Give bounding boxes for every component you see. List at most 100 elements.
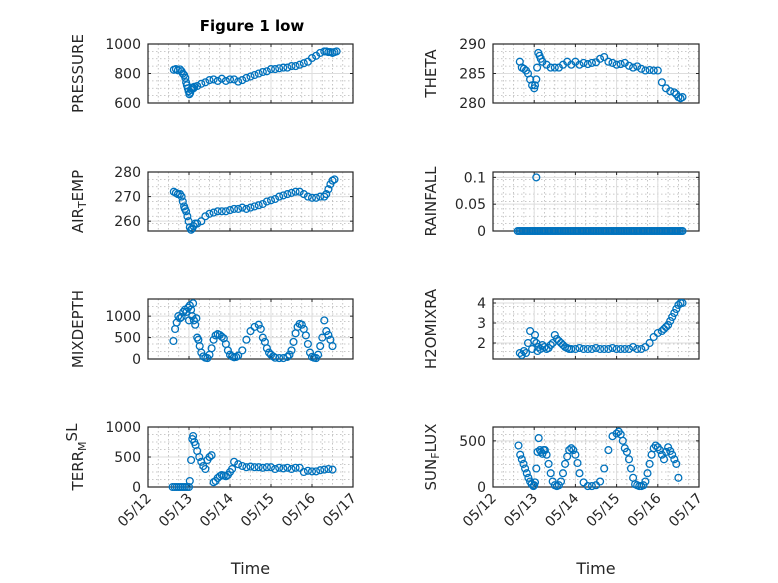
y-tick-label: 0.05 [455,197,486,213]
data-point [604,57,613,66]
x-tick-label: 05/15 [238,491,278,531]
data-point [187,455,196,465]
data-point [201,464,210,474]
data-point [575,343,584,353]
x-tick-label: 05/17 [320,491,360,531]
data-point [183,212,192,221]
data-point [217,332,226,341]
data-point [297,320,306,329]
data-point [633,344,642,354]
data-point [303,192,312,201]
data-point [624,344,634,354]
series-air_temp [169,175,339,234]
data-point [583,482,592,491]
data-point [575,60,584,69]
data-point [193,219,202,228]
axes-rainfall: 0 0.05 0.1 RAINFALL [422,166,700,240]
data-point [262,67,271,76]
data-point [299,59,308,68]
data-point [534,434,543,443]
data-point [659,324,669,334]
data-point [622,447,631,456]
data-point [657,78,666,87]
series-theta [515,48,687,103]
axes-theta: 280 285 290 THETA [422,37,700,112]
data-point [225,75,235,84]
data-point [250,202,259,211]
data-point [672,304,681,314]
data-point [616,344,625,354]
data-point [666,316,675,326]
data-point [657,326,666,336]
y-axis-label-part: SUN [422,459,440,491]
data-point [641,66,650,75]
data-point [209,335,218,344]
data-point [600,344,609,354]
data-point [637,344,646,354]
data-point [242,204,251,213]
data-point [221,76,230,85]
data-point [258,333,267,342]
data-point [620,344,629,354]
data-point [645,65,654,75]
data-point [532,75,541,84]
y-tick-label: 500 [459,434,486,450]
data-point [558,469,568,478]
data-point [653,328,662,338]
data-point [279,464,288,473]
x-tick-label: 05/13 [501,491,541,531]
y-tick-label: 3 [477,316,486,332]
data-point [213,76,222,85]
data-point [530,81,540,90]
data-point [182,307,191,316]
data-point [519,64,528,73]
data-point [193,81,202,91]
data-point [250,70,259,80]
data-point [307,467,317,476]
data-point [328,465,337,474]
data-point [633,62,642,71]
y-axis-label-part: PRESSURE [69,34,87,113]
data-point [195,452,204,462]
data-point [587,482,596,491]
data-point [530,478,540,487]
data-point [579,58,588,67]
data-point [645,459,654,468]
data-point [596,477,605,486]
data-point [330,175,339,184]
data-point [591,343,601,353]
data-point [546,340,555,350]
data-point [242,335,251,344]
data-point [230,457,239,466]
y-tick-label: 0.1 [464,170,486,186]
y-tick-label: 0 [477,224,486,240]
x-tick-label: 05/12 [460,491,500,531]
x-tick-label: 05/14 [197,490,237,530]
data-point [521,464,530,473]
data-point [184,482,194,492]
data-point [670,455,679,464]
data-point [678,226,687,236]
data-point [177,312,186,322]
data-point [312,467,321,476]
y-axis-label-part: F [429,452,442,458]
data-point [275,463,284,472]
series-rainfall [513,173,687,236]
axes-frame [492,298,700,360]
data-point [254,69,263,78]
data-point [612,429,621,438]
y-tick-label: 500 [114,331,141,347]
data-point [287,188,296,197]
x-tick-label: 05/15 [584,491,624,531]
axes-sun_flux: 0 500 SUNFLUX 05/12 05/13 05/14 05/15 05/16 05/1… [422,424,706,578]
data-point [552,334,561,344]
data-point [299,467,308,477]
figure-title: Figure 1 low [200,17,305,35]
data-point [649,332,658,342]
axes-h2omixra: 2 3 4 H2OMIXRA [422,288,700,369]
data-point [550,63,559,72]
data-point [332,47,341,56]
data-point [554,336,563,346]
data-point [271,65,280,74]
